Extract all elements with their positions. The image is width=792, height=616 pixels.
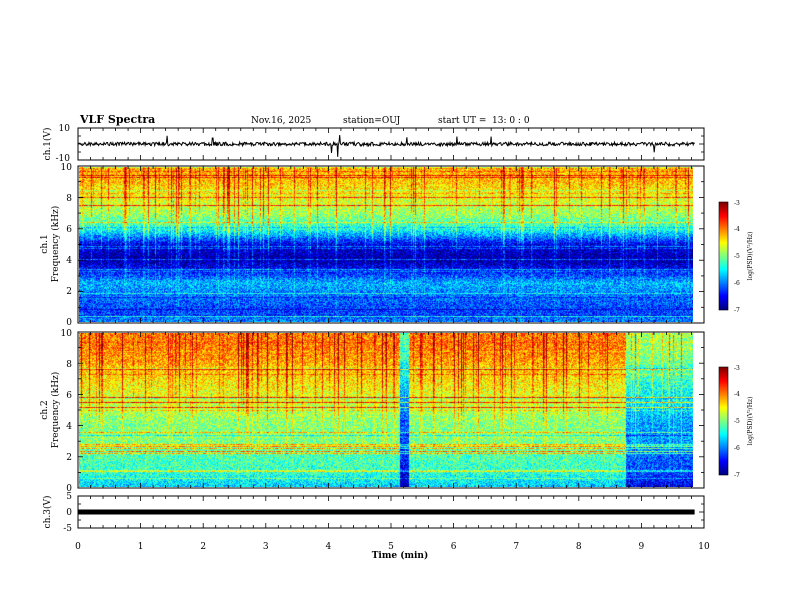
ch1-spectrogram-yticks: 10 8 6 4 2 0 <box>61 163 73 328</box>
ch3-waveform-panel: 5 0 -5 ch.3(V) <box>42 492 705 534</box>
x-tick-label: 10 <box>698 542 710 552</box>
ch1-freq-tick: 8 <box>66 194 72 204</box>
ch1-waveform-line <box>77 134 695 157</box>
x-tick-label: 3 <box>263 542 269 552</box>
ch1-ytick-top: 10 <box>59 124 71 134</box>
ch2-freq-tick: 2 <box>66 453 72 463</box>
ch1-waveform-panel: 10 -10 ch.1(V) <box>42 124 705 164</box>
ch1-colorbar-tick: -5 <box>734 253 740 260</box>
ch1-colorbar: -3 -4 -5 -6 -7 log(PSD)(V²/Hz) <box>718 200 754 314</box>
figure-title: VLF Spectra <box>79 113 155 126</box>
ch2-spectrogram-image <box>79 333 693 487</box>
ch1-frequency-ylabel: Frequency (kHz) <box>50 206 61 283</box>
ch1-freq-tick: 6 <box>66 225 72 235</box>
ch2-spectrogram-panel: 10 8 6 4 2 0 ch.2 Frequency (kHz) <box>40 329 705 494</box>
ch2-colorbar-gradient <box>719 367 728 475</box>
ch1-colorbar-tick: -3 <box>734 200 740 207</box>
ch1-channel-label: ch.1 <box>40 234 50 253</box>
ch1-waveform-ylabel: ch.1(V) <box>42 128 53 161</box>
ch2-colorbar-tick: -4 <box>734 391 740 398</box>
axis-tick-marks <box>77 127 705 529</box>
ch1-colorbar-tick: -6 <box>734 280 740 287</box>
ch1-colorbar-label: log(PSD)(V²/Hz) <box>747 232 754 281</box>
ch2-freq-tick: 4 <box>66 422 72 432</box>
ch1-colorbar-frame <box>718 201 729 311</box>
ch1-ytick-bottom: -10 <box>56 154 71 164</box>
ch2-channel-label: ch.2 <box>40 400 50 419</box>
ch1-freq-tick: 0 <box>66 318 72 328</box>
station-label: station=OUJ <box>343 116 401 126</box>
ch2-freq-tick: 8 <box>66 360 72 370</box>
x-tick-label: 5 <box>388 542 394 552</box>
ch3-ytick: -5 <box>63 524 72 534</box>
x-axis: 0 1 2 3 4 5 6 7 8 9 10 Time (min) <box>75 542 710 561</box>
ch1-spectrogram-image <box>79 167 693 322</box>
x-tick-label: 1 <box>138 542 144 552</box>
ch1-spectrogram-panel: 10 8 6 4 2 0 ch.1 Frequency (kHz) <box>40 163 705 328</box>
ch1-colorbar-tick: -7 <box>734 307 740 314</box>
ch2-colorbar-tick: -5 <box>734 418 740 425</box>
ch3-ytick: 0 <box>66 508 72 518</box>
x-tick-label: 8 <box>576 542 582 552</box>
ch2-freq-tick: 10 <box>61 329 73 339</box>
x-tick-label: 2 <box>200 542 206 552</box>
ch2-frequency-ylabel: Frequency (kHz) <box>50 372 61 449</box>
x-axis-label: Time (min) <box>372 550 429 561</box>
start-time-label: start UT = <box>438 116 486 126</box>
ch1-colorbar-tick: -4 <box>734 226 740 233</box>
x-tick-label: 6 <box>451 542 457 552</box>
x-tick-label: 4 <box>326 542 332 552</box>
x-tick-label: 7 <box>513 542 519 552</box>
ch2-colorbar-tick: -7 <box>734 472 740 479</box>
ch2-spectrogram-yticks: 10 8 6 4 2 0 <box>61 329 73 494</box>
x-tick-label: 0 <box>75 542 81 552</box>
ch2-colorbar-label: log(PSD)(V²/Hz) <box>747 397 754 446</box>
ch3-ytick: 5 <box>66 492 72 502</box>
ch1-waveform-trace <box>77 134 695 157</box>
ch1-freq-tick: 4 <box>66 256 72 266</box>
ch2-freq-tick: 0 <box>66 484 72 494</box>
ch1-freq-tick: 10 <box>61 163 73 173</box>
start-time-value: 13: 0 : 0 <box>492 116 530 126</box>
ch2-colorbar: -3 -4 -5 -6 -7 log(PSD)(V²/Hz) <box>718 365 754 479</box>
ch3-waveform-ylabel: ch.3(V) <box>42 496 53 529</box>
recording-date: Nov.16, 2025 <box>251 116 312 126</box>
ch1-colorbar-gradient <box>719 202 728 310</box>
ch1-freq-tick: 2 <box>66 287 72 297</box>
ch2-freq-tick: 6 <box>66 391 72 401</box>
x-tick-label: 9 <box>639 542 645 552</box>
ch2-colorbar-tick: -6 <box>734 445 740 452</box>
ch2-colorbar-frame <box>718 366 729 476</box>
ch2-colorbar-tick: -3 <box>734 365 740 372</box>
